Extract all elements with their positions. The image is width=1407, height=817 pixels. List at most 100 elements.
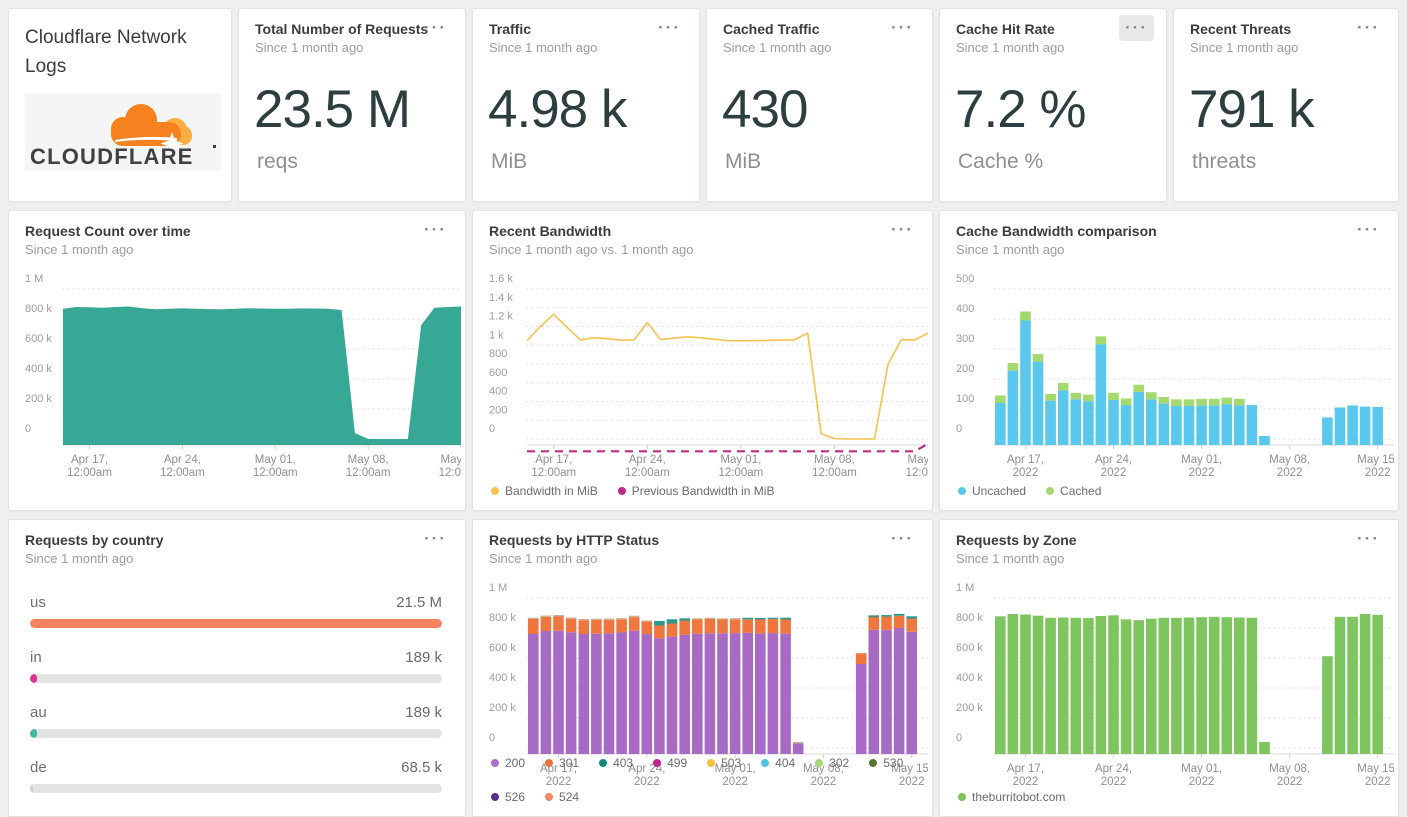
svg-text:200 k: 200 k [25, 393, 52, 405]
legend-item[interactable]: Cached [1046, 484, 1101, 498]
panel-title: Request Count over time [25, 223, 191, 239]
panel-menu-icon[interactable]: ··· [1357, 18, 1380, 37]
panel-menu-icon[interactable]: ··· [891, 18, 914, 37]
country-bar-track [30, 784, 442, 793]
legend-dot-icon [617, 487, 626, 495]
panel-title: Requests by Zone [956, 532, 1077, 548]
svg-text:200: 200 [956, 363, 974, 375]
svg-text:2022: 2022 [1365, 467, 1391, 479]
panel-menu-icon[interactable]: ··· [1119, 15, 1154, 41]
svg-text:12:00am: 12:00am [439, 467, 461, 479]
legend-label: 526 [505, 790, 526, 804]
request-count-chart[interactable]: 1 M 800 k 600 k 400 k 200 k 0 Apr 17, 12:00am Ap… [25, 267, 461, 497]
legend-label: 524 [559, 790, 580, 804]
svg-text:May 15,: May 15, [1357, 763, 1394, 775]
legend-item[interactable]: 301 [545, 756, 579, 770]
panel-menu-icon[interactable]: ··· [891, 529, 914, 548]
svg-text:1 M: 1 M [956, 582, 974, 594]
http-status-chart[interactable]: 1 M 800 k 600 k 400 k 200 k 0 Apr 17, 2022 Apr 2… [489, 576, 928, 806]
cache-bandwidth-chart[interactable]: 500 400 300 200 100 0 Apr 17, 2022 Apr 24, 2022 Ma… [956, 267, 1394, 497]
legend-dot-icon [761, 759, 770, 767]
legend-dot-icon [815, 759, 824, 767]
country-request-count: 189 k [405, 704, 442, 721]
legend-item[interactable]: Bandwidth in MiB [491, 484, 598, 498]
legend-item[interactable]: 200 [491, 756, 525, 770]
svg-text:400 k: 400 k [489, 672, 516, 684]
legend-item[interactable]: Previous Bandwidth in MiB [617, 484, 774, 498]
stat-value: 23.5 M [254, 80, 411, 139]
svg-text:Apr 24,: Apr 24, [1095, 763, 1132, 775]
legend-item[interactable]: 403 [599, 756, 633, 770]
legend-dot-icon [869, 759, 878, 767]
country-code: in [30, 649, 42, 666]
country-bar-fill [30, 674, 37, 683]
panel-logo: Cloudflare Network Logs CLOUDFLARE [8, 8, 232, 202]
svg-text:2022: 2022 [1189, 467, 1215, 479]
stat-value: 4.98 k [488, 80, 627, 139]
svg-text:May 08,: May 08, [348, 454, 389, 466]
legend-item[interactable]: 524 [545, 790, 579, 804]
legend-dot-icon [491, 793, 499, 801]
legend-label: 200 [505, 756, 526, 770]
svg-text:600 k: 600 k [489, 642, 516, 654]
legend-label: 499 [667, 756, 688, 770]
legend-label: 403 [613, 756, 634, 770]
stat-unit: reqs [257, 150, 298, 173]
legend-item[interactable]: 530 [869, 756, 903, 770]
panel-title: Requests by country [25, 532, 164, 548]
country-row: in 189 k [30, 647, 442, 702]
svg-text:800 k: 800 k [956, 612, 983, 624]
panel-menu-icon[interactable]: ··· [658, 18, 681, 37]
stat-unit: MiB [725, 150, 762, 173]
svg-text:100: 100 [956, 393, 974, 405]
country-request-count: 21.5 M [396, 594, 442, 611]
panel-subtitle: Since 1 month ago [255, 40, 364, 55]
panel-total-requests: Total Number of Requests Since 1 month a… [238, 8, 466, 202]
legend-item[interactable]: 302 [815, 756, 849, 770]
legend-label: Cached [1060, 484, 1102, 498]
legend-item[interactable]: 499 [653, 756, 687, 770]
panel-menu-icon[interactable]: ··· [424, 529, 447, 548]
panel-subtitle: Since 1 month ago [1190, 40, 1299, 55]
svg-text:May 15,: May 15, [1357, 454, 1394, 466]
svg-text:2022: 2022 [1101, 467, 1127, 479]
legend-item[interactable]: theburritobot.com [958, 790, 1065, 804]
panel-menu-icon[interactable]: ··· [424, 220, 447, 239]
stat-value: 430 [722, 80, 808, 139]
legend-item[interactable]: Uncached [958, 484, 1026, 498]
cloudflare-wordmark: CLOUDFLARE [30, 144, 194, 169]
svg-text:2022: 2022 [1013, 776, 1039, 788]
panel-title: Traffic [489, 21, 532, 37]
legend-label: Bandwidth in MiB [505, 484, 598, 498]
svg-text:1.2 k: 1.2 k [489, 311, 513, 323]
panel-subtitle: Since 1 month ago [25, 242, 134, 257]
panel-cache-hit-rate: Cache Hit Rate Since 1 month ago ··· 7.2… [939, 8, 1167, 202]
legend-item[interactable]: 526 [491, 790, 525, 804]
country-bar-fill [30, 784, 33, 793]
panel-cached-traffic: Cached Traffic Since 1 month ago ··· 430… [706, 8, 933, 202]
panel-menu-icon[interactable]: ··· [424, 18, 447, 37]
svg-text:May 08,: May 08, [814, 454, 855, 466]
legend-item[interactable]: 503 [707, 756, 741, 770]
legend-dot-icon [1046, 487, 1055, 495]
panel-menu-icon[interactable]: ··· [891, 220, 914, 239]
panel-title: Total Number of Requests [255, 21, 429, 37]
legend-label: Uncached [972, 484, 1027, 498]
svg-text:12:00am: 12:00am [625, 467, 670, 479]
svg-text:12:00am: 12:00am [67, 467, 112, 479]
stat-unit: Cache % [958, 150, 1044, 173]
panel-menu-icon[interactable]: ··· [1357, 529, 1380, 548]
stat-unit: threats [1192, 150, 1257, 173]
svg-text:Apr 24,: Apr 24, [1095, 454, 1132, 466]
panel-requests-by-country: Requests by country Since 1 month ago ··… [8, 519, 466, 817]
panel-menu-icon[interactable]: ··· [1357, 220, 1380, 239]
panel-subtitle: Since 1 month ago [489, 551, 598, 566]
panel-requests-by-http-status: Requests by HTTP Status Since 1 month ag… [472, 519, 933, 817]
svg-text:800 k: 800 k [25, 303, 52, 315]
legend-label: 301 [559, 756, 580, 770]
requests-by-zone-chart[interactable]: 1 M 800 k 600 k 400 k 200 k 0 Apr 17, 2022 Apr 2… [956, 576, 1394, 806]
panel-subtitle: Since 1 month ago [956, 40, 1065, 55]
svg-text:2022: 2022 [1277, 467, 1303, 479]
legend-item[interactable]: 404 [761, 756, 795, 770]
